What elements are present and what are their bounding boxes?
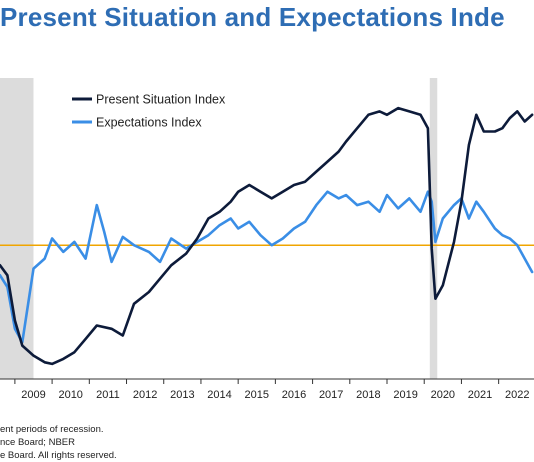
x-tick-label-2016: 2016 xyxy=(282,389,306,401)
series-line-present-situation-index xyxy=(0,106,534,366)
x-tick-label-2011: 2011 xyxy=(96,389,120,401)
x-tick-label-2014: 2014 xyxy=(207,389,231,401)
legend: Present Situation Index Expectations Inde… xyxy=(72,93,226,130)
x-tick-label-2018: 2018 xyxy=(356,389,380,401)
legend-label-present-situation-index: Present Situation Index xyxy=(96,93,226,107)
x-tick-label-2015: 2015 xyxy=(245,389,269,401)
x-tick-label-2012: 2012 xyxy=(133,389,157,401)
x-tick-label-2017: 2017 xyxy=(319,389,343,401)
legend-label-expectations-index: Expectations Index xyxy=(96,116,202,130)
footer-note-recession: ent periods of recession. xyxy=(0,424,104,435)
x-tick-label-2022: 2022 xyxy=(505,389,529,401)
x-tick-label-2020: 2020 xyxy=(431,389,455,401)
x-tick-label-2013: 2013 xyxy=(170,389,194,401)
x-tick-label-2009: 2009 xyxy=(21,389,45,401)
footer-source: nce Board; NBER xyxy=(0,437,75,448)
x-tick-label-2010: 2010 xyxy=(58,389,82,401)
series-line-expectations-index xyxy=(0,190,534,344)
footer-copyright: e Board. All rights reserved. xyxy=(0,450,117,461)
x-tick-label-2019: 2019 xyxy=(393,389,417,401)
x-tick-label-2021: 2021 xyxy=(468,389,492,401)
chart-title: Present Situation and Expectations Inde xyxy=(0,2,505,32)
